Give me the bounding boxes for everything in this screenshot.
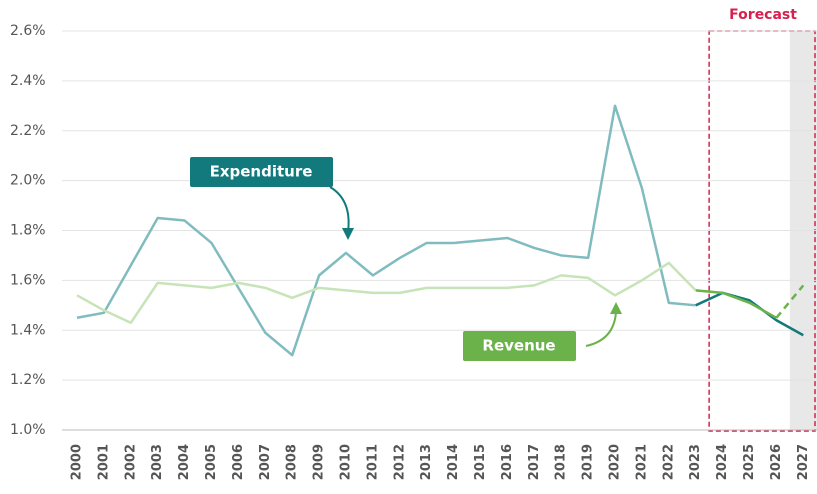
y-tick-label: 2.6% — [10, 23, 46, 39]
y-tick-label: 1.6% — [10, 272, 46, 288]
history-line — [76, 104, 696, 357]
y-tick-label: 2.0% — [10, 173, 46, 189]
x-tick-label: 2022 — [661, 444, 676, 480]
x-tick-label: 2024 — [715, 444, 730, 480]
y-tick-label: 1.4% — [10, 322, 46, 338]
y-tick-label: 1.2% — [10, 372, 46, 388]
x-tick-label: 2011 — [365, 444, 380, 480]
annotation-label: Revenue — [482, 337, 555, 355]
forecast-line — [695, 291, 804, 337]
x-tick-label: 2016 — [500, 444, 515, 480]
x-tick-label: 2009 — [312, 444, 327, 480]
y-tick-label: 1.0% — [10, 422, 46, 438]
x-tick-label: 2007 — [258, 444, 273, 480]
forecast-line — [695, 289, 778, 319]
x-tick-label: 2020 — [608, 444, 623, 480]
annotation-label: Expenditure — [210, 163, 313, 181]
x-tick-label: 2019 — [581, 444, 596, 480]
y-tick-label: 1.8% — [10, 223, 46, 239]
x-tick-label: 2026 — [769, 444, 784, 480]
x-tick-label: 2018 — [554, 444, 569, 480]
x-tick-label: 2010 — [339, 444, 354, 480]
x-tick-label: 2002 — [123, 444, 138, 480]
history-line — [76, 261, 697, 325]
y-tick-label: 2.4% — [10, 73, 46, 89]
x-tick-label: 2012 — [392, 444, 407, 480]
x-tick-label: 2003 — [150, 444, 165, 480]
x-tick-label: 2000 — [70, 444, 85, 480]
x-tick-label: 2006 — [231, 444, 246, 480]
revenue-annotation: Revenue — [463, 302, 622, 361]
expenditure-annotation: Expenditure — [190, 157, 354, 240]
x-tick-label: 2008 — [285, 444, 300, 480]
x-tick-label: 2001 — [96, 444, 111, 480]
x-tick-label: 2013 — [419, 444, 434, 480]
x-tick-label: 2005 — [204, 444, 219, 480]
x-tick-label: 2027 — [796, 444, 811, 480]
x-tick-label: 2014 — [446, 444, 461, 480]
x-tick-label: 2017 — [527, 444, 542, 480]
x-tick-label: 2023 — [688, 444, 703, 480]
x-tick-label: 2021 — [634, 444, 649, 480]
x-tick-label: 2004 — [177, 444, 192, 480]
forecast-label: Forecast — [729, 7, 797, 23]
x-tick-label: 2015 — [473, 444, 488, 480]
x-tick-label: 2025 — [742, 444, 757, 480]
y-tick-label: 2.2% — [10, 123, 46, 139]
